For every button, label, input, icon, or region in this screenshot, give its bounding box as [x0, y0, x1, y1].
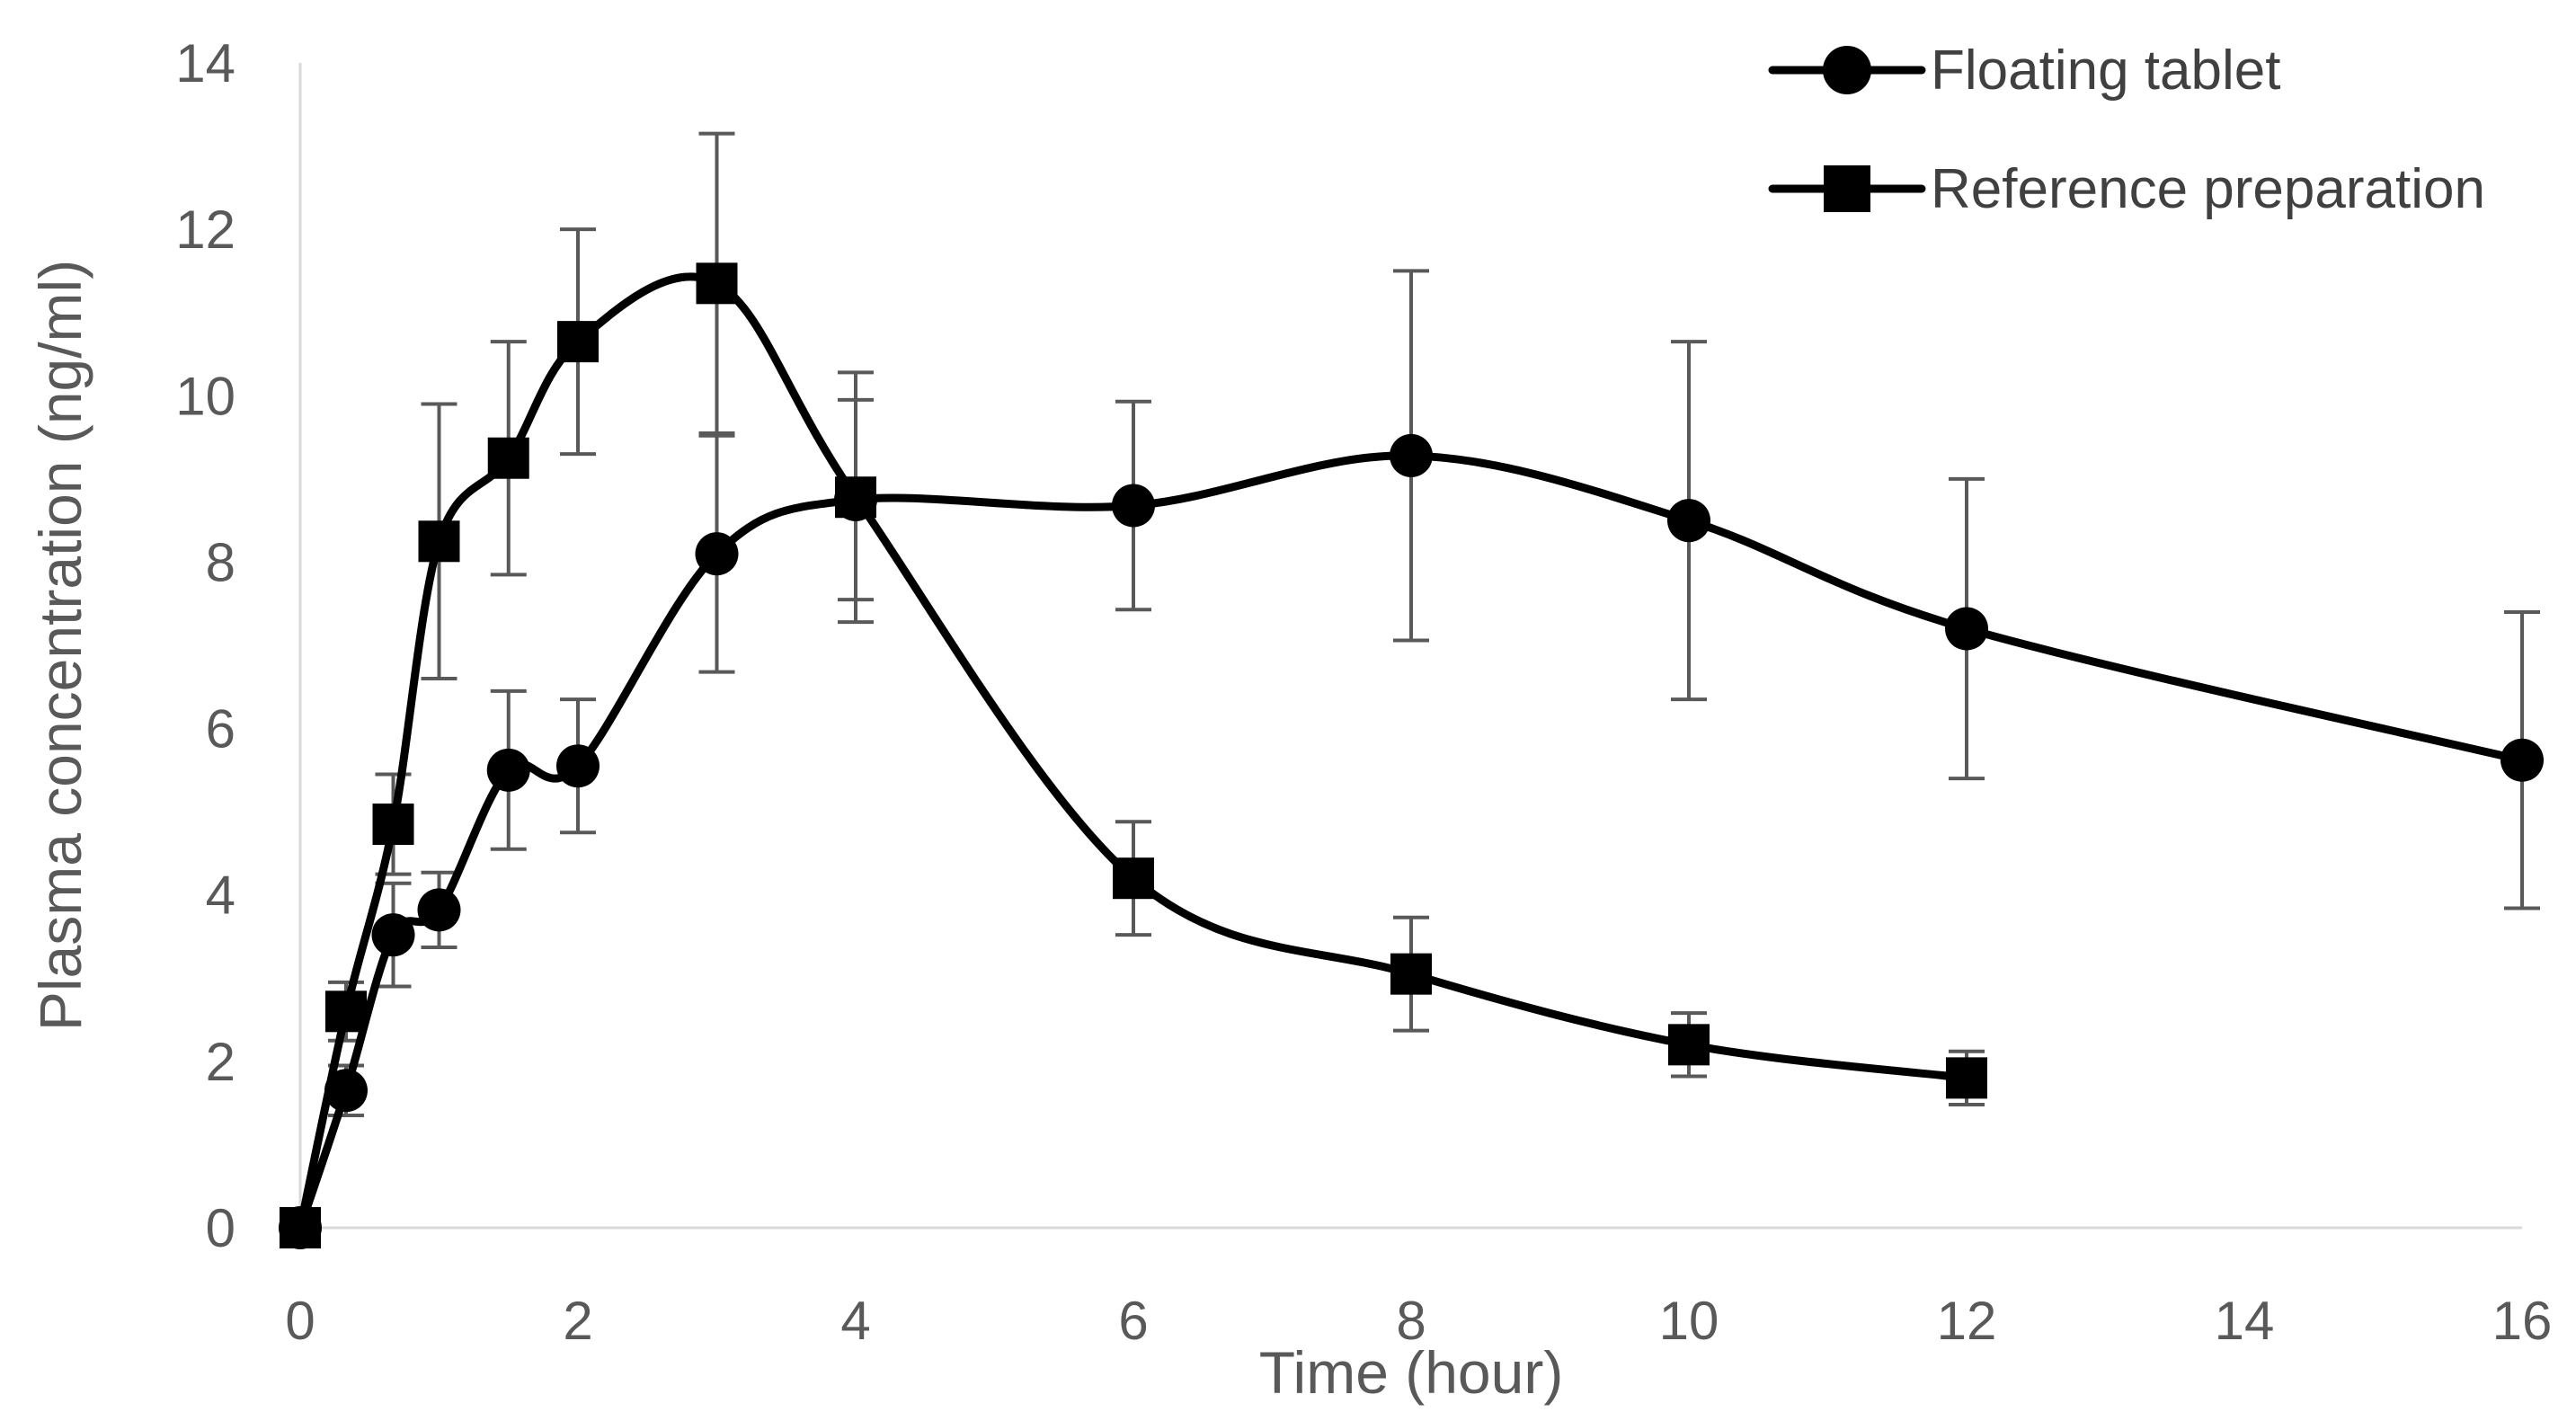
x-tick-label: 2 [563, 1291, 592, 1351]
y-tick-label: 12 [175, 200, 235, 260]
data-point-reference-preparation [1113, 857, 1154, 900]
x-tick-label: 10 [1659, 1291, 1719, 1351]
tick-labels: 0 2 4 6 8 10 12 14 16 0 2 4 6 8 10 12 14 [175, 33, 2552, 1351]
data-point-reference-preparation [487, 437, 529, 479]
legend-label-reference-preparation: Reference preparation [1931, 158, 2485, 220]
x-tick-label: 6 [1118, 1291, 1148, 1351]
y-tick-label: 4 [206, 866, 235, 926]
data-point-floating-tablet [1390, 433, 1433, 477]
data-point-floating-tablet [556, 744, 600, 788]
y-tick-label: 6 [206, 699, 235, 759]
data-point-floating-tablet [2500, 738, 2544, 782]
data-point-reference-preparation [835, 476, 876, 519]
data-point-reference-preparation [280, 1207, 321, 1248]
data-point-floating-tablet [1112, 484, 1155, 528]
data-point-reference-preparation [1668, 1024, 1710, 1066]
y-tick-label: 10 [175, 366, 235, 426]
x-axis-title: Time (hour) [1259, 1339, 1564, 1406]
data-point-floating-tablet [371, 913, 415, 957]
x-tick-label: 8 [1396, 1291, 1426, 1351]
y-axis-title: Plasma concentration (ng/ml) [27, 260, 93, 1031]
x-tick-label: 16 [2492, 1291, 2553, 1351]
x-tick-label: 4 [840, 1291, 870, 1351]
axes [298, 63, 2522, 1230]
data-point-reference-preparation [418, 520, 460, 563]
legend-marker-square [1824, 165, 1870, 212]
data-point-reference-preparation [557, 321, 599, 363]
y-tick-label: 2 [206, 1032, 235, 1092]
y-tick-label: 0 [206, 1198, 235, 1258]
data-markers [279, 262, 2544, 1249]
data-point-reference-preparation [1390, 953, 1432, 995]
x-tick-label: 0 [285, 1291, 315, 1351]
data-point-floating-tablet [486, 748, 530, 792]
data-point-floating-tablet [1945, 607, 1988, 651]
data-point-floating-tablet [695, 532, 739, 576]
data-point-reference-preparation [324, 990, 367, 1033]
data-point-floating-tablet [324, 1069, 368, 1113]
legend-label-floating-tablet: Floating tablet [1931, 40, 2280, 102]
data-point-reference-preparation [1946, 1057, 1987, 1099]
y-tick-label: 14 [175, 33, 235, 93]
data-point-floating-tablet [417, 888, 461, 932]
x-tick-label: 12 [1937, 1291, 1997, 1351]
y-tick-label: 8 [206, 532, 235, 592]
legend-item-floating-tablet: Floating tablet [1768, 40, 2280, 102]
x-tick-label: 14 [2215, 1291, 2275, 1351]
data-point-reference-preparation [696, 262, 738, 305]
data-point-reference-preparation [372, 804, 414, 846]
legend-marker-circle [1823, 46, 1871, 94]
legend-item-reference-preparation: Reference preparation [1768, 158, 2485, 220]
legend: Floating tablet Reference preparation [1768, 40, 2485, 220]
data-point-floating-tablet [1667, 499, 1710, 543]
